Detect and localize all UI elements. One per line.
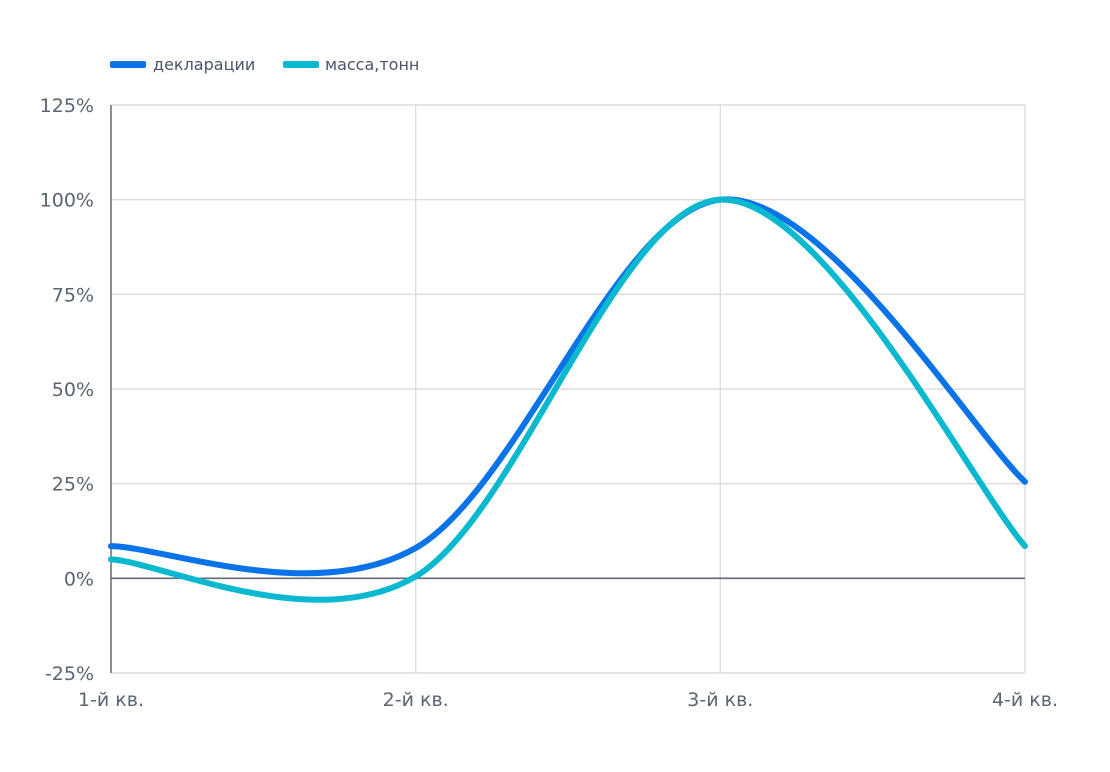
series-line-0[interactable] (108, 196, 1028, 577)
legend-label-mass: масса,тонн (325, 55, 419, 74)
x-tick-label: 2-й кв. (383, 689, 449, 711)
x-tick-label: 3-й кв. (687, 689, 753, 711)
grid (110, 104, 1026, 674)
legend-item-declarations[interactable]: декларации (110, 55, 255, 74)
legend-label-declarations: декларации (153, 55, 255, 74)
x-tick-label: 4-й кв. (992, 689, 1058, 711)
series-lines (108, 196, 1028, 603)
y-tick-label: 25% (52, 474, 94, 496)
y-tick-label: 0% (64, 568, 94, 590)
y-tick-label: 50% (52, 379, 94, 401)
y-axis-tick-labels: 125% 100% 75% 50% 25% 0% -25% (40, 95, 94, 685)
y-tick-label: 100% (40, 190, 94, 212)
y-tick-label: 75% (52, 284, 94, 306)
y-tick-label: 125% (40, 95, 94, 117)
y-tick-label: -25% (45, 663, 94, 685)
legend: декларации масса,тонн (110, 55, 419, 74)
x-axis-tick-labels: 1-й кв. 2-й кв. 3-й кв. 4-й кв. (78, 689, 1058, 711)
legend-item-mass[interactable]: масса,тонн (283, 55, 419, 74)
series-line-1[interactable] (108, 196, 1028, 603)
legend-swatch-mass (283, 61, 319, 68)
legend-swatch-declarations (110, 61, 146, 68)
x-tick-label: 1-й кв. (78, 689, 144, 711)
